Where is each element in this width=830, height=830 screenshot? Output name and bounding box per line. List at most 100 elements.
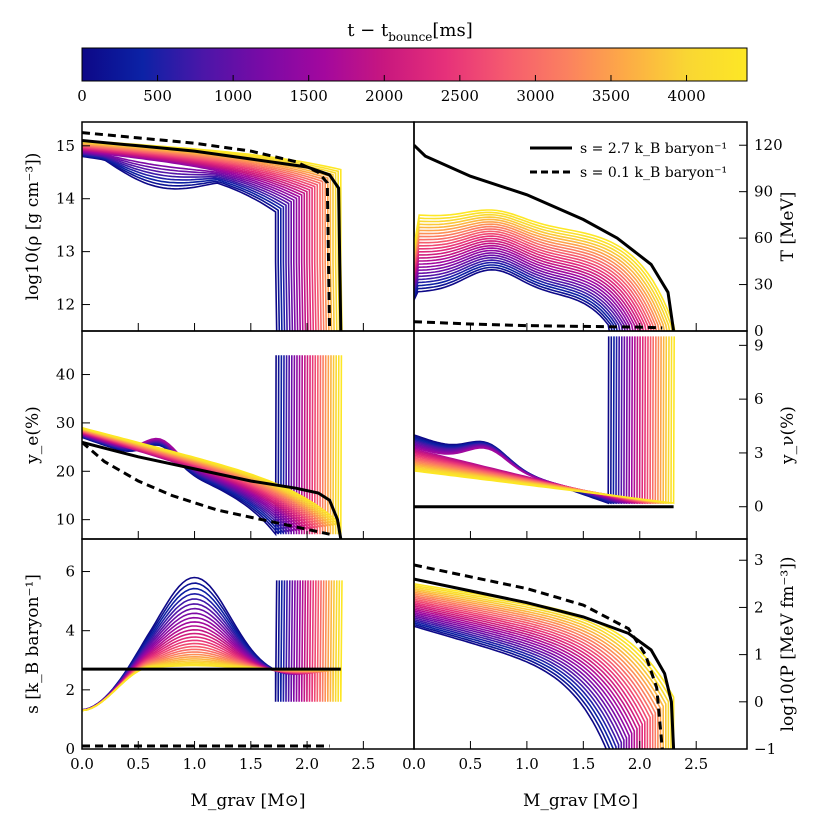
- time-curve: [82, 144, 322, 331]
- time-curve: [414, 601, 646, 749]
- time-curve: [414, 264, 616, 331]
- series-dashed: [82, 131, 332, 331]
- reference-series: [414, 563, 676, 749]
- series-solid: [414, 144, 676, 331]
- time-curve: [414, 254, 626, 331]
- x-tick-label: 2.5: [684, 755, 708, 773]
- time-curve: [414, 242, 639, 331]
- time-curve: [414, 225, 658, 331]
- time-curve: [414, 618, 620, 749]
- y-tick-label: 30: [56, 414, 75, 432]
- time-curve: [82, 154, 283, 331]
- panel-top-left: 12 13 14 15 log10(ρ [g cm⁻³]): [23, 121, 415, 332]
- time-curve: [414, 261, 618, 331]
- time-curve: [414, 247, 634, 331]
- time-series-curves: [82, 139, 343, 331]
- time-curve: [82, 149, 301, 331]
- colorbar-tick-label: 3500: [592, 87, 630, 105]
- x-tick-label: 2.0: [295, 755, 319, 773]
- y-axis-label: log10(ρ [g cm⁻³]): [23, 153, 43, 301]
- time-curve: [414, 605, 641, 749]
- time-curve: [414, 268, 611, 331]
- time-curve: [82, 152, 291, 331]
- y-tick-label: 13: [56, 243, 75, 261]
- y-tick-label: 90: [754, 183, 773, 201]
- time-curve: [82, 580, 309, 712]
- reference-series: [82, 131, 343, 331]
- colorbar-tick-label: 2000: [365, 87, 403, 105]
- time-curve: [414, 620, 617, 749]
- time-curve: [414, 223, 660, 331]
- time-curve: [414, 266, 613, 331]
- x-tick-label: 1.0: [183, 755, 207, 773]
- reference-series: [414, 144, 676, 331]
- time-series-curves: [414, 209, 676, 331]
- y-tick-label: 15: [56, 137, 75, 155]
- series-solid: [82, 440, 343, 539]
- time-curve: [414, 256, 624, 331]
- y-tick-label: 40: [56, 366, 75, 384]
- legend-solid-label: s = 2.7 k_B baryon⁻¹: [580, 141, 727, 157]
- y-tick-label: 4: [65, 622, 75, 640]
- legend: s = 2.7 k_B baryon⁻¹ s = 0.1 k_B baryon⁻…: [530, 141, 727, 181]
- y-axis-label: log10(P [MeV fm⁻³]): [778, 557, 798, 732]
- y-tick-label: 30: [754, 276, 773, 294]
- y-tick-label: 60: [754, 229, 773, 247]
- time-curve: [82, 151, 294, 331]
- time-curve: [414, 606, 638, 749]
- series-dashed: [82, 441, 330, 536]
- reference-series: [82, 667, 341, 748]
- time-curve: [414, 237, 645, 331]
- y-tick-label: 9: [754, 336, 764, 354]
- time-curve: [414, 625, 609, 749]
- colorbar-tick-label: 3000: [516, 87, 554, 105]
- colorbar: t − tbounce[ms] 0 500 1000 1500 2000 2500 3000…: [77, 20, 748, 105]
- y-axis-label: y_ν(%): [778, 406, 798, 465]
- time-curve: [414, 244, 637, 331]
- x-axis-label: M_grav [M⊙]: [191, 791, 306, 811]
- colorbar-tick-label: 0: [77, 87, 87, 105]
- time-curve: [414, 336, 670, 505]
- panel-middle-left: 10 20 30 40 y_e(%): [23, 330, 415, 540]
- series-solid: [414, 577, 676, 749]
- time-curve: [82, 153, 286, 331]
- time-curve: [414, 209, 676, 331]
- series-dashed: [414, 563, 664, 749]
- time-curve: [414, 610, 633, 749]
- time-curve: [414, 593, 659, 749]
- x-axis-label: M_grav [M⊙]: [523, 791, 638, 811]
- x-tick-label: 0.5: [459, 755, 483, 773]
- time-curve: [414, 218, 666, 331]
- time-curve: [414, 608, 636, 749]
- colorbar-gradient: [81, 47, 748, 82]
- y-tick-label: 120: [754, 136, 783, 154]
- time-curve: [414, 213, 671, 331]
- time-curve: [414, 603, 643, 749]
- y-axis-label: s [k_B baryon⁻¹]: [23, 574, 43, 714]
- time-curve: [82, 155, 281, 331]
- time-curve: [414, 589, 664, 749]
- y-tick-label: −1: [754, 740, 776, 758]
- time-curve: [82, 151, 296, 331]
- y-tick-label: 12: [56, 296, 75, 314]
- y-tick-label: 2: [754, 598, 764, 616]
- time-curve: [414, 240, 642, 331]
- time-curve: [414, 235, 647, 331]
- colorbar-tick-label: 500: [143, 87, 172, 105]
- y-tick-label: 2: [65, 681, 75, 699]
- y-tick-label: 6: [65, 563, 75, 581]
- y-tick-label: 6: [754, 390, 764, 408]
- x-tick-label: 2.0: [628, 755, 652, 773]
- time-curve: [414, 615, 625, 749]
- x-tick-label: 1.5: [239, 755, 263, 773]
- y-tick-label: 0: [65, 740, 75, 758]
- time-series-curves: [414, 583, 675, 749]
- x-tick-label: 0.0: [70, 755, 94, 773]
- panel-bottom-left: 0 2 4 6 0.0 0.5 1.0 1.5 2.0 2.5 s [k_B baryon⁻¹] M_…: [23, 538, 415, 811]
- colorbar-title: t − tbounce[ms]: [347, 20, 473, 44]
- time-series-curves: [82, 576, 343, 712]
- reference-series: [82, 440, 343, 539]
- time-curve: [414, 336, 675, 504]
- series-solid: [82, 139, 343, 331]
